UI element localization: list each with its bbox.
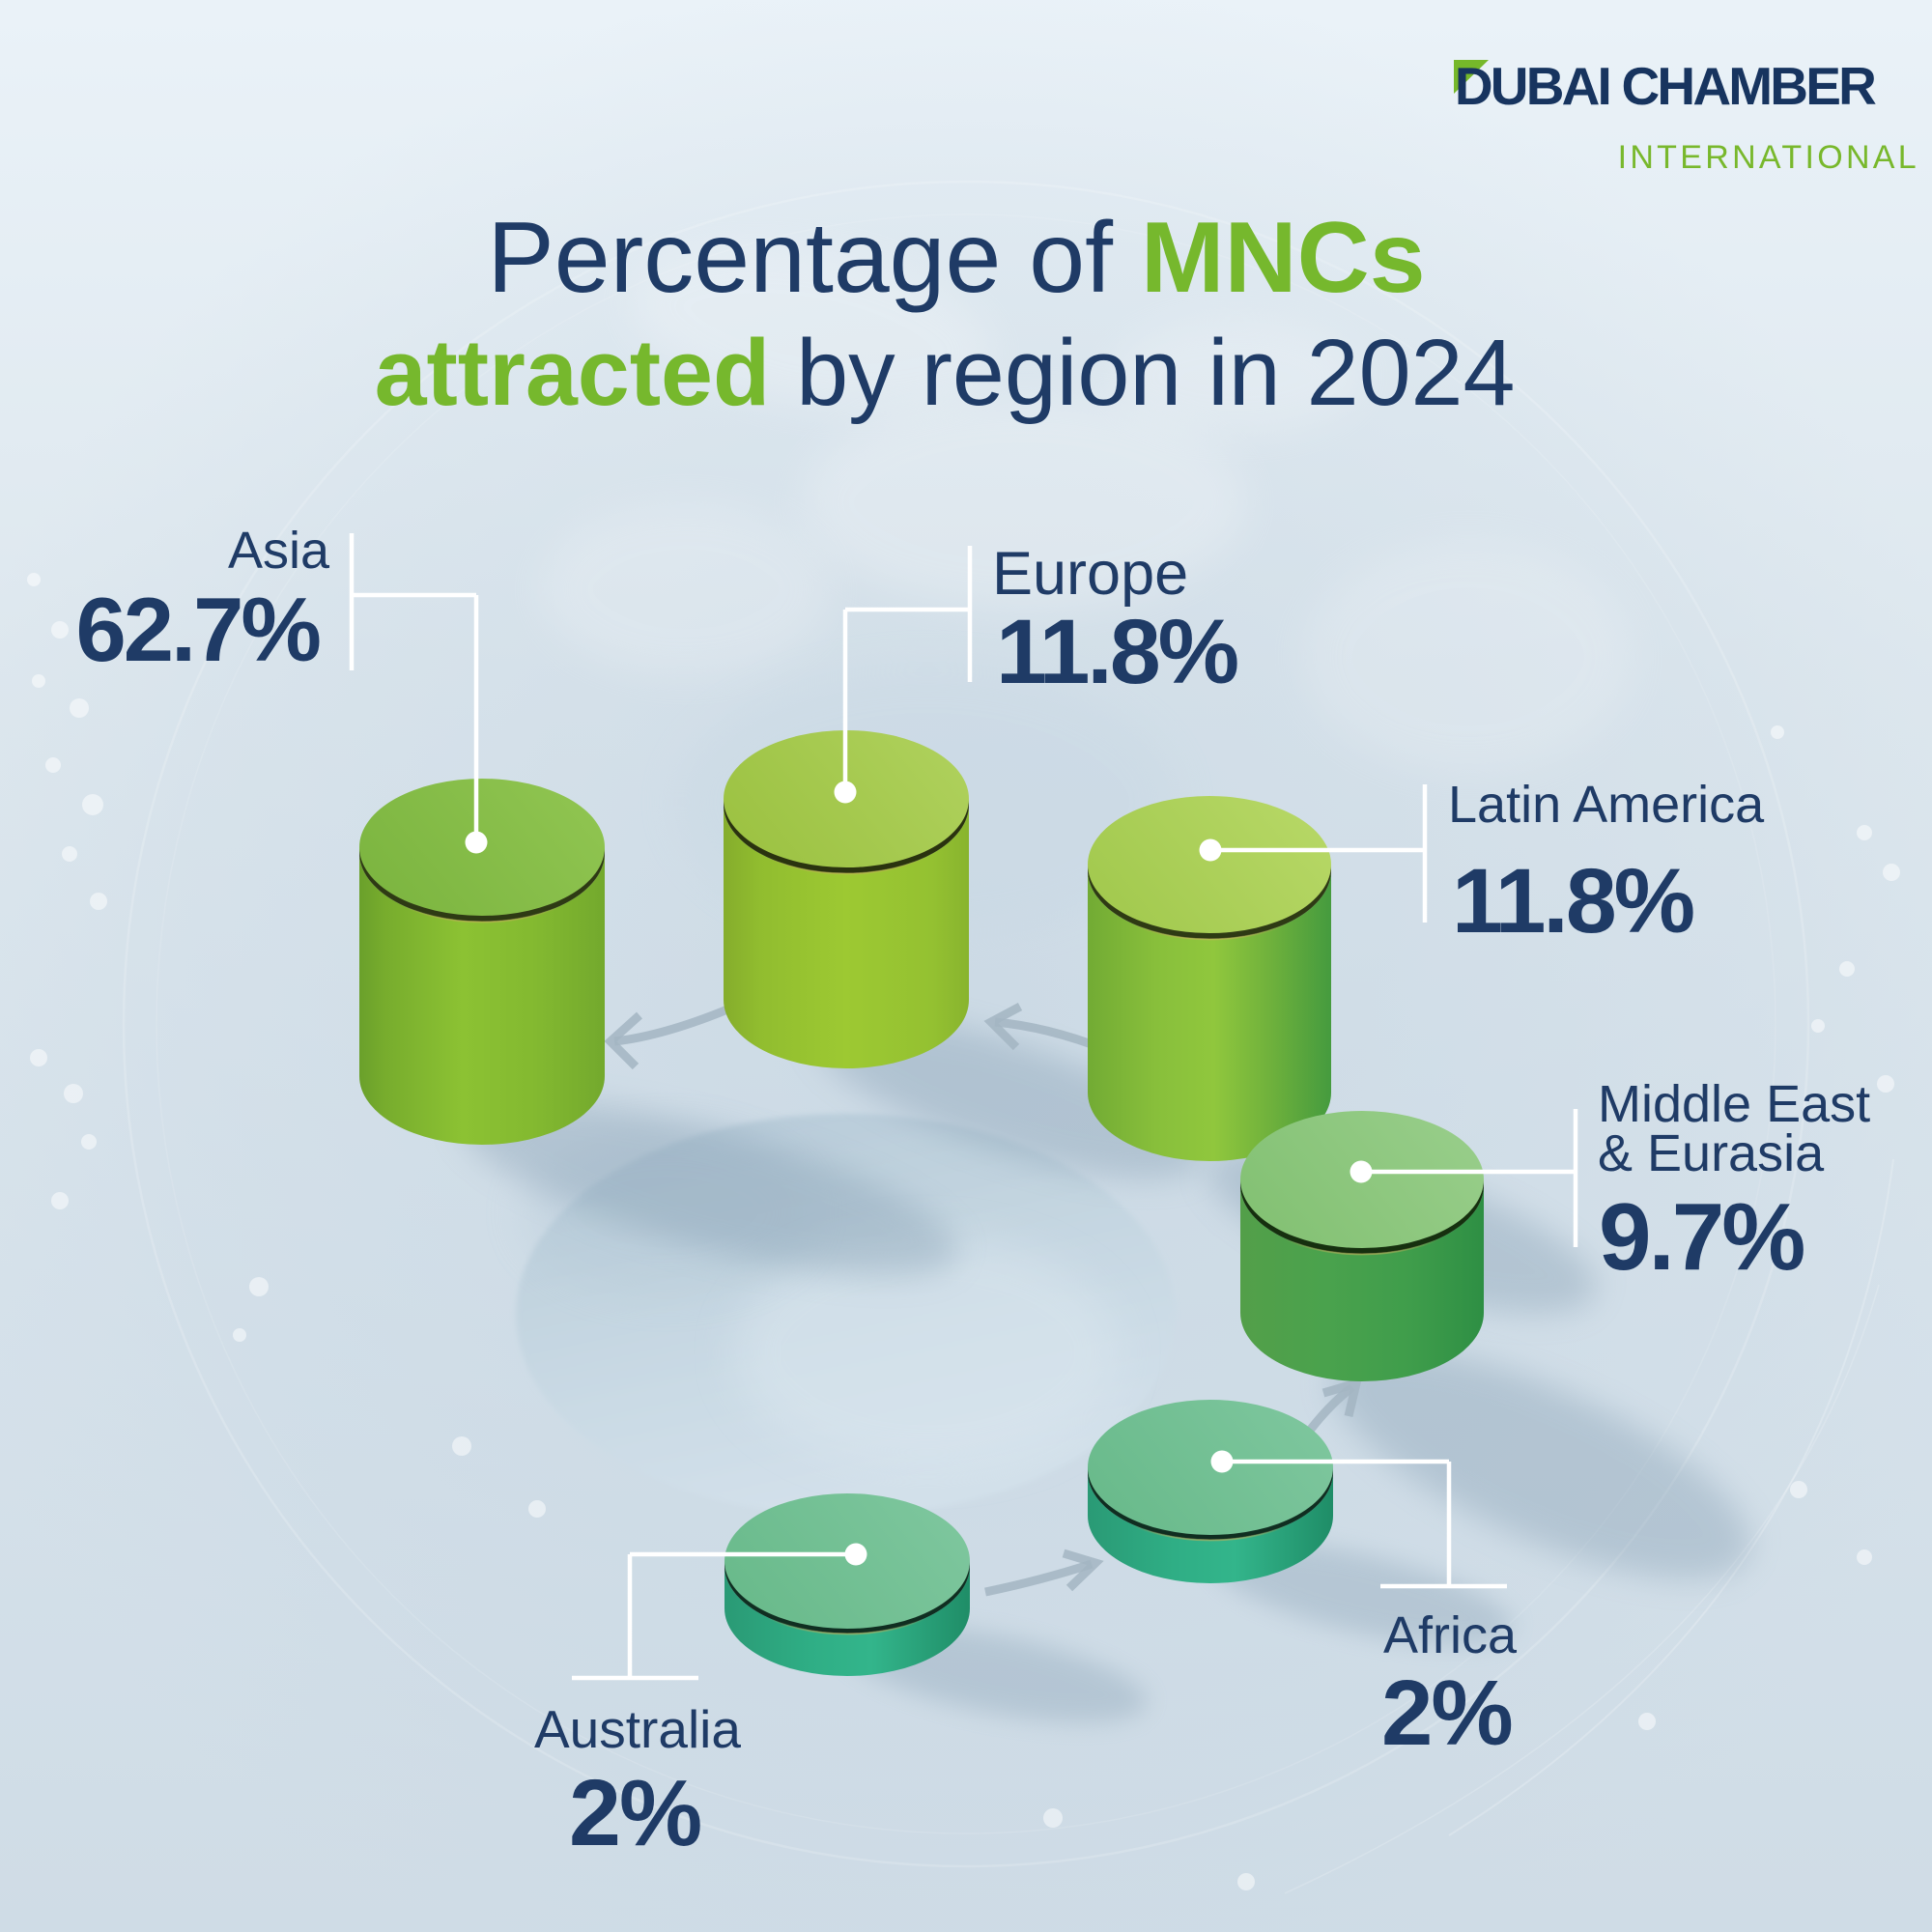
svg-text:Percentage of MNCs: Percentage of MNCs — [487, 202, 1425, 314]
svg-text:9.7%: 9.7% — [1599, 1183, 1804, 1290]
svg-text:Africa: Africa — [1383, 1606, 1518, 1664]
svg-text:Australia: Australia — [534, 1699, 741, 1759]
svg-text:11.8%: 11.8% — [996, 601, 1237, 703]
svg-text:& Eurasia: & Eurasia — [1598, 1124, 1825, 1182]
svg-text:11.8%: 11.8% — [1452, 850, 1693, 952]
svg-text:2%: 2% — [1381, 1662, 1512, 1765]
svg-text:62.7%: 62.7% — [75, 579, 320, 680]
svg-text:DUBAI CHAMBER: DUBAI CHAMBER — [1455, 56, 1876, 116]
svg-text:Middle East: Middle East — [1598, 1075, 1870, 1133]
svg-text:attracted by region in 2024: attracted by region in 2024 — [375, 320, 1516, 425]
svg-text:Europe: Europe — [992, 540, 1188, 608]
svg-text:Latin America: Latin America — [1448, 776, 1765, 834]
svg-text:Asia: Asia — [228, 522, 330, 580]
svg-text:2%: 2% — [569, 1760, 700, 1865]
svg-text:INTERNATIONAL: INTERNATIONAL — [1618, 139, 1919, 176]
